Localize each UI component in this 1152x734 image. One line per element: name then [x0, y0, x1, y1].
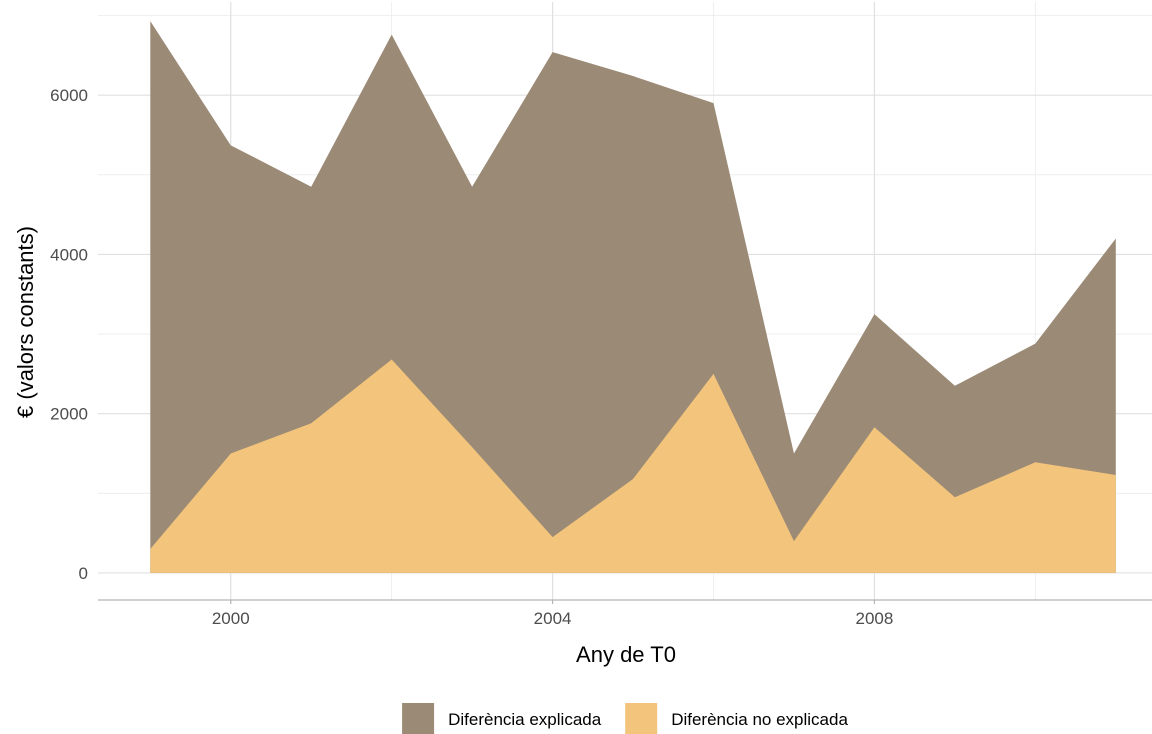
legend-label-diferencia-explicada: Diferència explicada	[448, 710, 602, 729]
x-tick-label: 2008	[856, 609, 894, 628]
y-tick-label: 6000	[50, 86, 88, 105]
area-diferencia-no-explicada	[150, 359, 1116, 573]
y-tick-label: 2000	[50, 405, 88, 424]
legend-key-diferencia-explicada	[402, 703, 435, 734]
plot-areas	[150, 21, 1116, 573]
y-tick-label: 0	[79, 564, 88, 583]
y-tick-label: 4000	[50, 245, 88, 264]
legend-label-diferencia-no-explicada: Diferència no explicada	[671, 710, 848, 729]
legend: Diferència explicada Diferència no explic…	[402, 703, 848, 734]
x-axis-title: Any de T0	[576, 642, 676, 667]
y-axis-title: € (valors constants)	[13, 226, 38, 418]
axes: 2000 2004 2008 0 2000 4000 6000	[50, 86, 1152, 628]
legend-key-diferencia-no-explicada	[625, 703, 658, 734]
x-tick-label: 2000	[212, 609, 250, 628]
x-tick-label: 2004	[534, 609, 572, 628]
